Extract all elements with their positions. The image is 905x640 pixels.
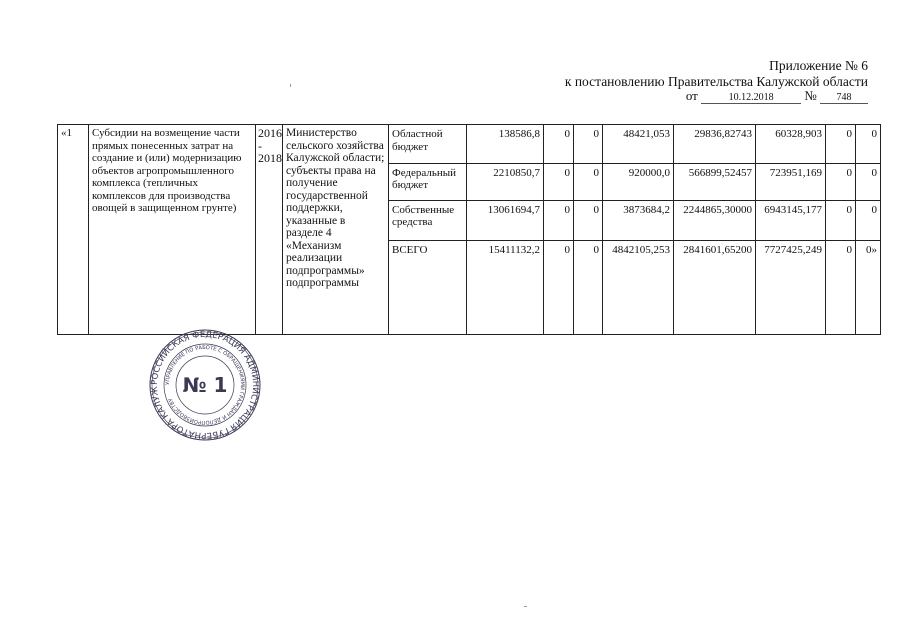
official-seal: РОССИЙСКАЯ ФЕДЕРАЦИЯ АДМИНИСТРАЦИЯ ГУБЕР… <box>148 328 261 441</box>
value-cell: 0 <box>573 239 603 336</box>
table-row: ВСЕГО 15411132,2 0 0 4842105,253 2841601… <box>58 239 881 336</box>
value-cell: 0 <box>855 162 881 201</box>
value-cell: 4842105,253 <box>602 239 674 336</box>
value-cell: 3873684,2 <box>602 199 674 241</box>
period: 2016 - 2018 <box>255 124 283 335</box>
row-number: «1 <box>57 124 89 335</box>
scan-mark <box>290 84 291 87</box>
table-row: Федеральный бюджет 2210850,7 0 0 920000,… <box>58 162 881 201</box>
value-cell: 0 <box>573 162 603 201</box>
value-cell: 0 <box>825 162 856 201</box>
value-cell: 0 <box>825 239 856 336</box>
funding-source: Собственные средства <box>388 199 467 241</box>
resolution-date-number: от 10.12.2018 № 748 <box>686 88 868 104</box>
date-prefix: от <box>685 88 698 103</box>
value-cell: 6943145,177 <box>755 199 826 241</box>
funding-source: Федеральный бюджет <box>388 162 467 201</box>
measure-name: Субсидии на возмещение части прямых поне… <box>88 124 256 335</box>
value-cell: 48421,053 <box>602 124 674 164</box>
value-cell: 15411132,2 <box>466 239 544 336</box>
value-cell: 0 <box>543 124 574 164</box>
funding-source: Областной бюджет <box>388 124 467 164</box>
value-cell: 0 <box>573 199 603 241</box>
funding-source: ВСЕГО <box>388 239 467 336</box>
resolution-number: 748 <box>820 92 868 104</box>
table-row: Собственные средства 13061694,7 0 0 3873… <box>58 199 881 241</box>
funding-table: «1 Субсидии на возмещение части прямых п… <box>57 124 881 336</box>
value-cell: 0» <box>855 239 881 336</box>
seal-center-text: № 1 <box>183 373 228 397</box>
value-cell: 0 <box>855 124 881 164</box>
value-cell: 7727425,249 <box>755 239 826 336</box>
value-cell: 0 <box>543 162 574 201</box>
appendix-title: Приложение № 6 <box>769 58 868 73</box>
value-cell: 2244865,30000 <box>673 199 756 241</box>
scan-mark <box>524 606 527 607</box>
value-cell: 60328,903 <box>755 124 826 164</box>
value-cell: 566899,52457 <box>673 162 756 201</box>
value-cell: 0 <box>573 124 603 164</box>
value-cell: 0 <box>543 199 574 241</box>
value-cell: 0 <box>825 124 856 164</box>
number-prefix: № <box>804 88 817 103</box>
resolution-date: 10.12.2018 <box>701 92 802 104</box>
value-cell: 723951,169 <box>755 162 826 201</box>
value-cell: 29836,82743 <box>673 124 756 164</box>
value-cell: 2841601,65200 <box>673 239 756 336</box>
value-cell: 0 <box>855 199 881 241</box>
resolution-reference: к постановлению Правительства Калужской … <box>564 74 868 89</box>
value-cell: 0 <box>825 199 856 241</box>
value-cell: 0 <box>543 239 574 336</box>
table-row: «1 Субсидии на возмещение части прямых п… <box>57 124 881 335</box>
value-cell: 13061694,7 <box>466 199 544 241</box>
value-cell: 2210850,7 <box>466 162 544 201</box>
value-cell: 138586,8 <box>466 124 544 164</box>
value-cell: 920000,0 <box>602 162 674 201</box>
executors: Министерство сельского хозяйства Калужск… <box>282 124 389 335</box>
